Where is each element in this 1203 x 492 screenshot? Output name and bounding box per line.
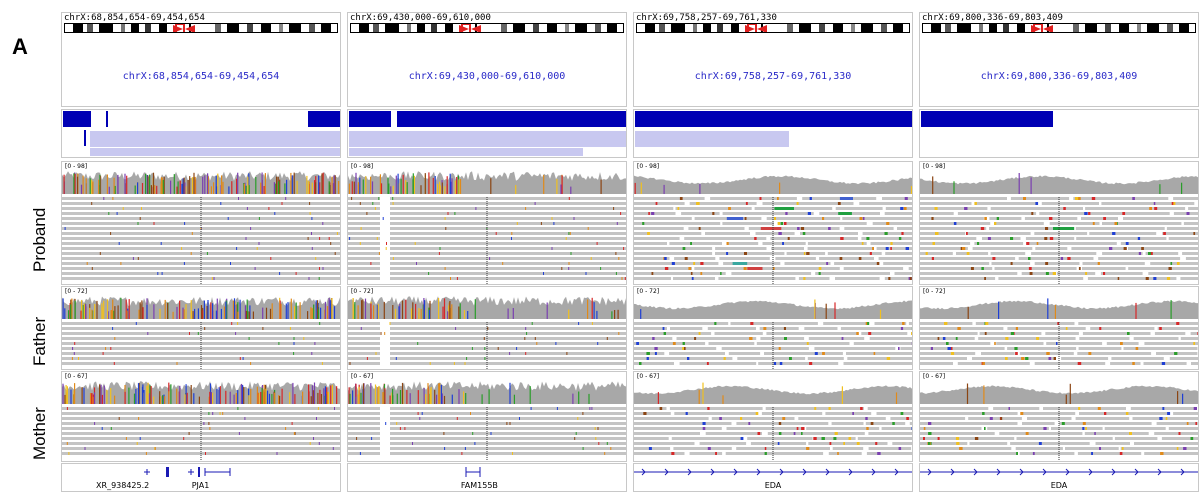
locus-header-text: chrX:69,800,336-69,803,409 xyxy=(922,13,1063,23)
gene-name: PJA1 xyxy=(191,481,210,490)
coverage-scale: [0 - 67] xyxy=(351,373,374,380)
gene-name: FAM155B xyxy=(460,481,498,490)
coverage-scale: [0 - 72] xyxy=(923,288,946,295)
locus-label: chrX:69,800,336-69,803,409 xyxy=(980,71,1138,82)
alignment-track-proband: [0 - 98] xyxy=(347,161,627,285)
locus-label: chrX:69,430,000-69,610,000 xyxy=(408,71,566,82)
chromosome-ideogram xyxy=(64,23,338,33)
coverage-scale: [0 - 72] xyxy=(637,288,660,295)
coverage-scale: [0 - 67] xyxy=(923,373,946,380)
sample-label-mother: Mother xyxy=(30,407,49,460)
gene-track: EDA xyxy=(919,463,1199,492)
gene-track: EDA xyxy=(633,463,913,492)
locus-column: chrX:69,430,000-69,610,000 chrX:69,430,00… xyxy=(347,12,629,492)
locus-header: chrX:69,800,336-69,803,409 chrX:69,800,33… xyxy=(919,12,1199,107)
coverage-scale: [0 - 98] xyxy=(65,163,88,170)
locus-column: chrX:68,854,654-69,454,654 chrX:68,854,65… xyxy=(61,12,343,492)
alignment-track-mother: [0 - 67] xyxy=(919,371,1199,462)
locus-header: chrX:68,854,654-69,454,654 chrX:68,854,65… xyxy=(61,12,341,107)
chromosome-ideogram xyxy=(922,23,1196,33)
cnv-track xyxy=(347,109,627,158)
gene-name: EDA xyxy=(1050,481,1068,490)
cnv-track xyxy=(61,109,341,158)
alignment-track-mother: [0 - 67] xyxy=(61,371,341,462)
alignment-track-father: [0 - 72] xyxy=(61,286,341,370)
locus-label: chrX:68,854,654-69,454,654 xyxy=(122,71,280,82)
coverage-scale: [0 - 72] xyxy=(65,288,88,295)
coverage-scale: [0 - 98] xyxy=(923,163,946,170)
locus-column: chrX:69,758,257-69,761,330 chrX:69,758,25… xyxy=(633,12,915,492)
cnv-track xyxy=(633,109,913,158)
locus-header: chrX:69,430,000-69,610,000 chrX:69,430,00… xyxy=(347,12,627,107)
chromosome-ideogram xyxy=(350,23,624,33)
locus-header-text: chrX:69,758,257-69,761,330 xyxy=(636,13,777,23)
panel-letter: A xyxy=(12,34,28,59)
gene-track: FAM155B xyxy=(347,463,627,492)
coverage-scale: [0 - 67] xyxy=(637,373,660,380)
cnv-track xyxy=(919,109,1199,158)
alignment-track-proband: [0 - 98] xyxy=(919,161,1199,285)
alignment-track-proband: [0 - 98] xyxy=(61,161,341,285)
alignment-track-mother: [0 - 67] xyxy=(633,371,913,462)
locus-header: chrX:69,758,257-69,761,330 chrX:69,758,25… xyxy=(633,12,913,107)
sample-label-proband: Proband xyxy=(30,207,49,272)
locus-header-text: chrX:69,430,000-69,610,000 xyxy=(350,13,491,23)
gene-name: EDA xyxy=(764,481,782,490)
alignment-track-proband: [0 - 98] xyxy=(633,161,913,285)
locus-label: chrX:69,758,257-69,761,330 xyxy=(694,71,852,82)
coverage-scale: [0 - 72] xyxy=(351,288,374,295)
gene-track: XR_938425.2 PJA1 xyxy=(61,463,341,492)
sample-label-father: Father xyxy=(30,316,49,366)
coverage-scale: [0 - 98] xyxy=(351,163,374,170)
alignment-track-mother: [0 - 67] xyxy=(347,371,627,462)
alignment-track-father: [0 - 72] xyxy=(633,286,913,370)
coverage-scale: [0 - 67] xyxy=(65,373,88,380)
alignment-track-father: [0 - 72] xyxy=(347,286,627,370)
alignment-track-father: [0 - 72] xyxy=(919,286,1199,370)
chromosome-ideogram xyxy=(636,23,910,33)
locus-header-text: chrX:68,854,654-69,454,654 xyxy=(64,13,205,23)
gene-name: XR_938425.2 xyxy=(96,481,150,490)
locus-column: chrX:69,800,336-69,803,409 chrX:69,800,33… xyxy=(919,12,1201,492)
coverage-scale: [0 - 98] xyxy=(637,163,660,170)
